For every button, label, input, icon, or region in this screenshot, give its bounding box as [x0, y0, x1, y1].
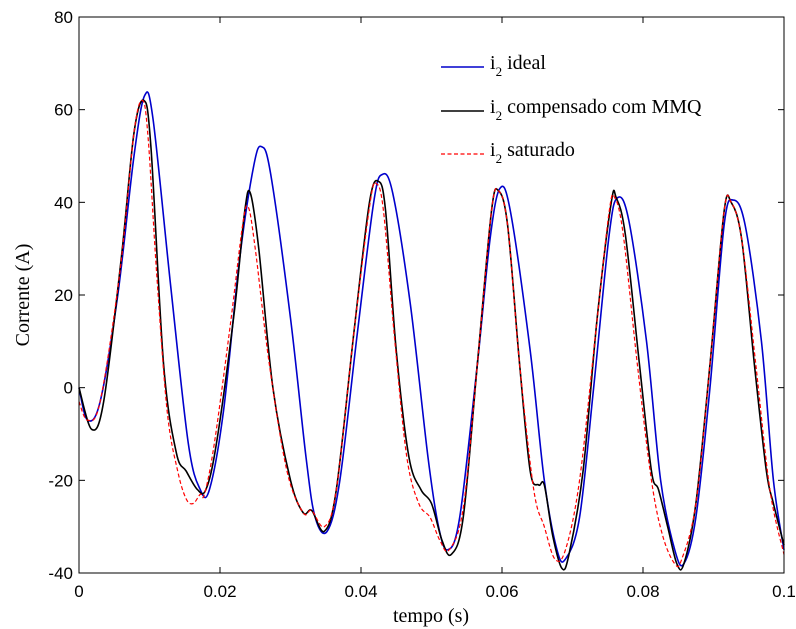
legend-label: i2 saturado: [490, 139, 575, 166]
y-tick-label: 80: [54, 8, 73, 27]
y-tick-label: 20: [54, 286, 73, 305]
x-tick-label: 0.02: [203, 582, 236, 601]
x-tick-label: 0.08: [626, 582, 659, 601]
legend-label: i2 compensado com MMQ: [490, 96, 702, 123]
x-axis-label: tempo (s): [393, 605, 469, 627]
y-tick-label: 0: [64, 379, 73, 398]
y-tick-label: 40: [54, 193, 73, 212]
y-tick-label: -40: [48, 564, 73, 583]
series-compensado-line: [78, 99, 785, 571]
x-tick-label: 0.04: [344, 582, 377, 601]
legend-label: i2 ideal: [490, 52, 546, 79]
legend: i2 ideal i2 compensado com MMQ i2 saturado: [441, 52, 702, 166]
y-axis-label: Corrente (A): [12, 244, 34, 347]
series-layer: [78, 91, 785, 571]
series-saturado-line: [78, 99, 785, 568]
y-tick-label: 60: [54, 101, 73, 120]
x-tick-label: 0.1: [772, 582, 796, 601]
ticks-layer: 0 0.02 0.04 0.06 0.08 0.1 -40 -20 0 20 40 60 80: [48, 8, 795, 601]
x-tick-label: 0.06: [485, 582, 518, 601]
plot-frame: [78, 16, 785, 574]
y-tick-label: -20: [48, 471, 73, 490]
x-tick-label: 0: [74, 582, 83, 601]
